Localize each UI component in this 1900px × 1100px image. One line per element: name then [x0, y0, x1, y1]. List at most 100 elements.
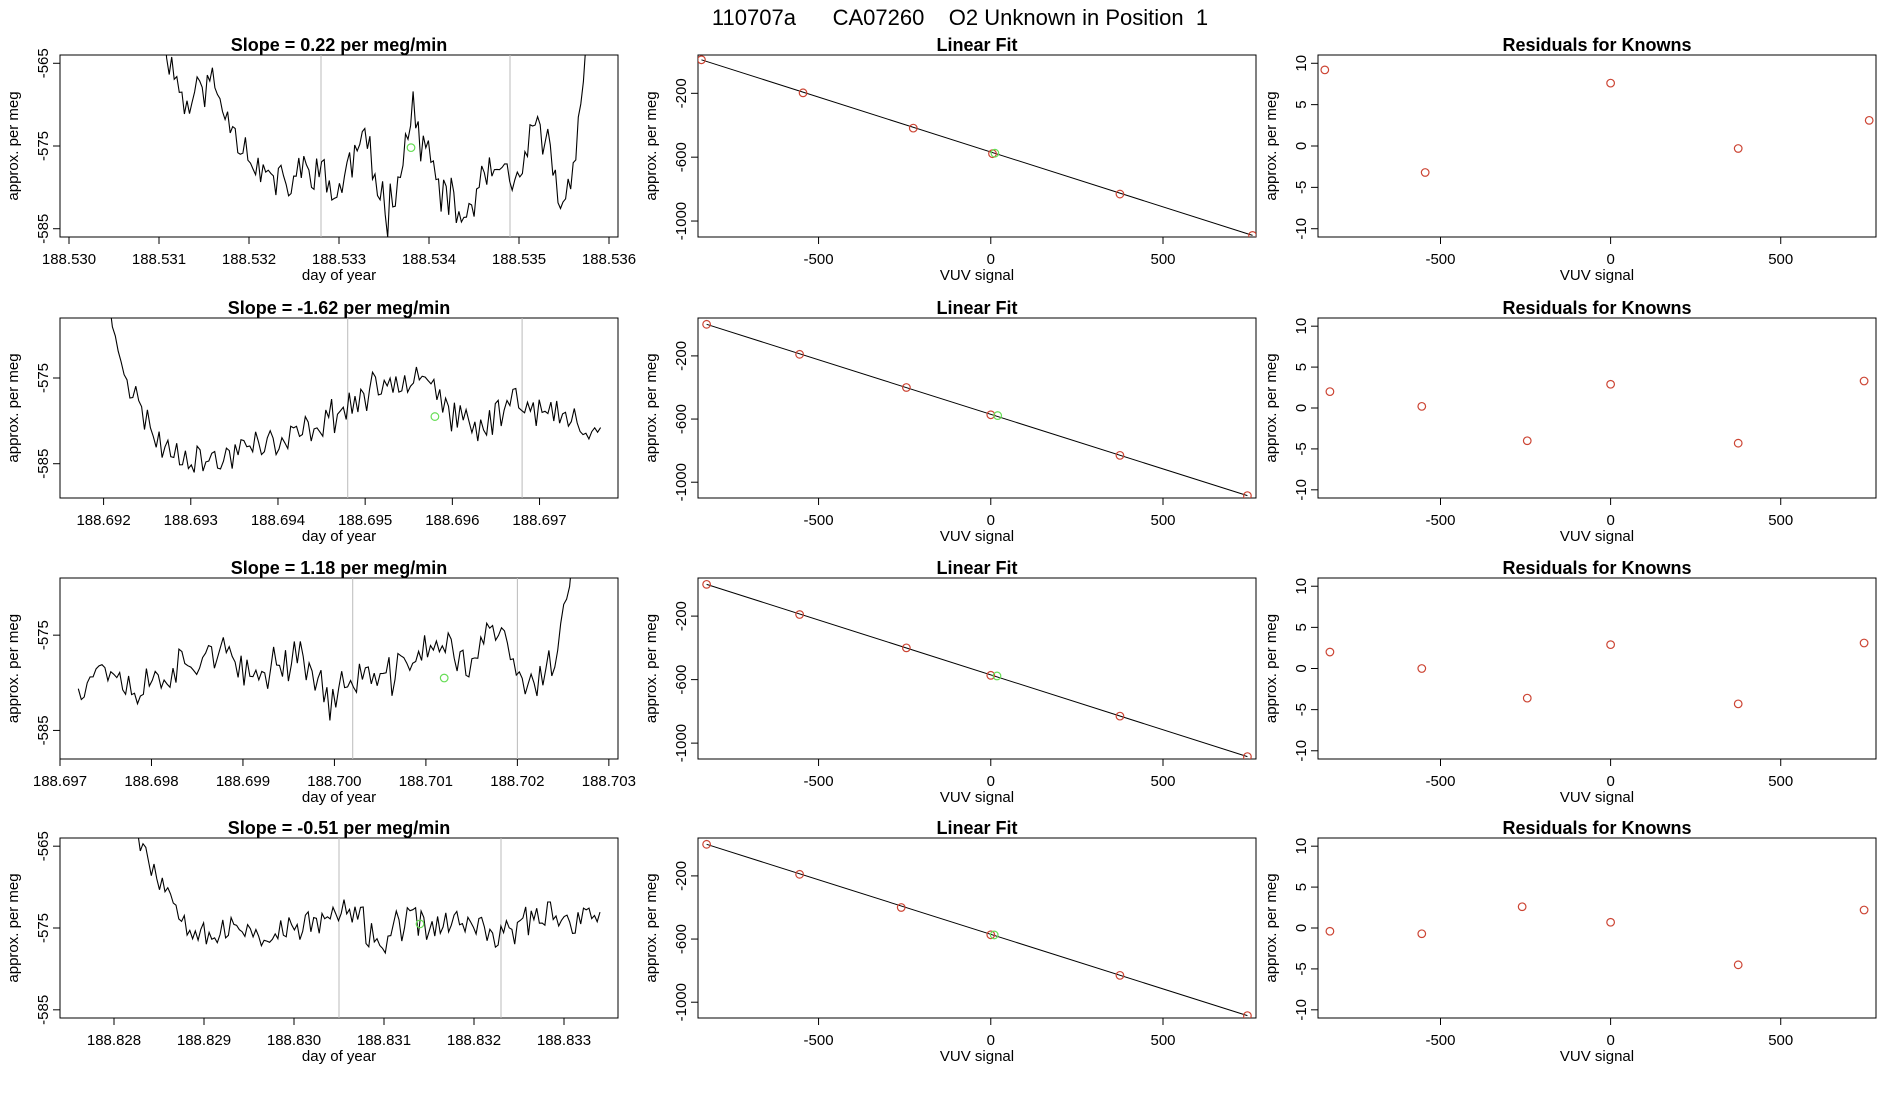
x-tick-label: 500: [1150, 1032, 1175, 1049]
plot-frame: [59, 54, 619, 238]
x-tick-label: 188.694: [251, 512, 305, 529]
known-point: [798, 88, 808, 98]
known-point: [1606, 917, 1616, 927]
known-point: [1733, 960, 1743, 970]
y-axis-label: approx. per meg: [5, 614, 22, 723]
x-axis-label: VUV signal: [1560, 1048, 1634, 1065]
known-point: [1733, 144, 1743, 153]
x-axis-label: VUV signal: [940, 789, 1014, 806]
panel-title: Slope = 0.22 per meg/min: [231, 35, 448, 55]
known-point: [1606, 379, 1616, 389]
y-tick-label: -575: [35, 363, 52, 393]
known-point: [1522, 693, 1532, 703]
known-point: [698, 55, 706, 65]
y-axis-label: approx. per meg: [643, 91, 660, 200]
known-point: [702, 319, 712, 329]
y-tick-label: -5: [1293, 442, 1310, 455]
known-point: [1522, 436, 1532, 446]
x-tick-label: 0: [987, 251, 995, 268]
y-tick-label: -585: [35, 715, 52, 745]
x-tick-label: 188.533: [312, 251, 366, 268]
plot-area: [1325, 902, 1869, 970]
y-tick-label: 10: [1293, 318, 1310, 335]
known-point: [1320, 65, 1330, 75]
unknown-point: [430, 412, 440, 421]
y-tick-label: -10: [1293, 479, 1310, 501]
known-point: [1325, 387, 1335, 397]
known-point: [1242, 491, 1252, 498]
y-tick-label: -200: [673, 861, 690, 891]
y-tick-label: -1000: [673, 463, 690, 501]
known-point: [1248, 231, 1256, 237]
unknown-point: [439, 673, 449, 683]
plot-area: [698, 55, 1256, 237]
x-tick-label: 188.536: [582, 251, 636, 268]
panel-title: Slope = -0.51 per meg/min: [228, 818, 451, 838]
x-axis-label: day of year: [302, 267, 376, 284]
x-tick-label: 188.532: [222, 251, 276, 268]
x-tick-label: 500: [1150, 251, 1175, 268]
y-tick-label: -1000: [673, 724, 690, 762]
x-axis-label: VUV signal: [1560, 528, 1634, 545]
y-tick-label: -575: [35, 620, 52, 650]
known-point: [1606, 78, 1616, 88]
y-tick-label: 0: [1293, 404, 1310, 412]
panel-title: Slope = -1.62 per meg/min: [228, 298, 451, 318]
known-point: [702, 579, 712, 589]
panel-row1-timeseries: Slope = 0.22 per meg/min 188.530 188.531 18…: [5, 35, 636, 284]
known-point: [1859, 376, 1869, 386]
panel-title: Linear Fit: [936, 558, 1017, 578]
x-tick-label: 188.697: [33, 773, 87, 790]
known-point: [1325, 926, 1335, 936]
unknown-point: [989, 930, 999, 940]
x-axis-label: day of year: [302, 789, 376, 806]
y-tick-label: 5: [1293, 883, 1310, 891]
plot-frame: [697, 54, 1257, 238]
plot-area: [702, 839, 1252, 1018]
y-tick-label: -600: [673, 924, 690, 954]
known-point: [1242, 1011, 1252, 1018]
y-tick-label: -600: [673, 404, 690, 434]
known-point: [1733, 699, 1743, 709]
known-point: [1417, 401, 1427, 411]
panel-row4-residuals: Residuals for Knowns -500 0 500 10 5 0 -5 -10 VUV…: [1263, 818, 1877, 1065]
known-point: [908, 123, 918, 133]
y-tick-label: -5: [1293, 962, 1310, 975]
plot-area: [110, 318, 602, 498]
x-tick-label: 0: [987, 1032, 995, 1049]
panel-title: Residuals for Knowns: [1502, 35, 1691, 55]
x-tick-label: 188.531: [132, 251, 186, 268]
y-axis-label: approx. per meg: [1263, 873, 1280, 982]
known-point: [986, 410, 996, 420]
plot-frame: [697, 317, 1257, 499]
series-trace: [165, 55, 586, 237]
panel-row1-residuals: Residuals for Knowns -500 0 500 10 5 0 -5 -10 VUV…: [1263, 35, 1877, 284]
fit-line: [706, 583, 1248, 758]
y-axis-label: approx. per meg: [643, 614, 660, 723]
panel-row3-fit: Linear Fit -500 0 500 -200 -600 -1000 VUV signa…: [643, 558, 1257, 806]
x-tick-label: 188.828: [87, 1032, 141, 1049]
x-axis-label: VUV signal: [940, 1048, 1014, 1065]
x-tick-label: 188.534: [402, 251, 456, 268]
x-tick-label: 0: [1606, 1032, 1614, 1049]
panel-title: Linear Fit: [936, 35, 1017, 55]
plot-area: [137, 838, 601, 1018]
y-tick-label: -575: [35, 913, 52, 943]
panel-title: Linear Fit: [936, 818, 1017, 838]
panel-title: Residuals for Knowns: [1502, 558, 1691, 578]
panel-row3-residuals: Residuals for Knowns -500 0 500 10 5 0 -5 -10 VUV…: [1263, 558, 1877, 806]
y-tick-label: -600: [673, 142, 690, 172]
known-point: [896, 903, 906, 912]
plot-area: [165, 55, 586, 237]
y-axis-label: approx. per meg: [1263, 614, 1280, 723]
known-point: [1417, 929, 1427, 939]
x-tick-label: 0: [1606, 251, 1614, 268]
y-tick-label: 5: [1293, 363, 1310, 371]
known-point: [1417, 664, 1427, 673]
plot-frame: [1317, 317, 1877, 499]
known-point: [986, 670, 996, 680]
panel-row3-timeseries: Slope = 1.18 per meg/min 188.697 188.698 18…: [5, 558, 636, 806]
x-tick-label: -500: [804, 773, 834, 790]
y-tick-label: -600: [673, 665, 690, 695]
x-tick-label: 188.701: [399, 773, 453, 790]
